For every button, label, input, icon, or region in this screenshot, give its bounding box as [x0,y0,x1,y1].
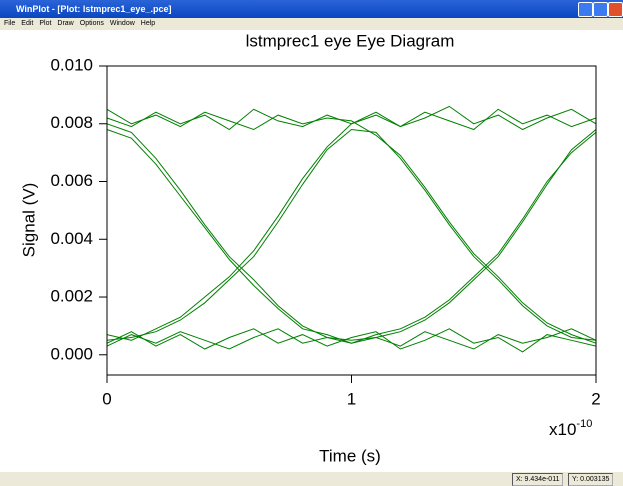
x-multiplier-exponent: -10 [576,418,592,430]
x-tick-label: 0 [102,389,111,408]
x-tick-label: 1 [347,389,356,408]
trace [106,108,597,344]
menu-item[interactable]: Help [140,20,156,27]
status-y: Y: 0.003135 [568,473,614,486]
y-tick-label: 0.010 [50,55,93,74]
y-tick-label: 0.002 [50,287,93,306]
chart: lstmprec1 eye Eye Diagram Time (s) Signa… [19,31,600,465]
close-button[interactable] [608,2,623,17]
trace [106,128,597,341]
trace [106,123,597,341]
minimize-button[interactable] [578,2,593,17]
menu-item[interactable]: Options [79,20,104,27]
x-axis-label: Time (s) [319,446,381,465]
chart-title: lstmprec1 eye Eye Diagram [246,31,455,50]
maximize-button[interactable] [593,2,608,17]
menu-item[interactable]: Window [109,20,135,27]
y-tick-label: 0.004 [50,229,93,248]
trace [106,129,597,350]
y-tick-label: 0.008 [50,113,93,132]
trace [106,132,597,350]
y-axis-label: Signal (V) [19,183,38,258]
y-tick-label: 0.006 [50,171,93,190]
status-bar: X: 9.434e-011 Y: 0.003135 [0,472,623,486]
y-tick-label: 0.000 [50,344,93,363]
window-title: WinPlot - [Plot: lstmprec1_eye_.pce] [16,4,172,14]
menu-bar: File Edit Plot Draw Options Window Help [0,18,623,30]
menu-item[interactable]: Plot [39,20,52,27]
menu-item[interactable]: Edit [21,20,34,27]
trace [106,328,597,353]
x-multiplier: x10-10 [549,418,592,440]
status-x: X: 9.434e-011 [512,473,564,486]
menu-item[interactable]: Draw [57,20,74,27]
title-bar: WinPlot - [Plot: lstmprec1_eye_.pce] [0,0,623,18]
x-multiplier-base: x10 [549,420,576,439]
trace [106,108,597,341]
plot-frame [106,65,597,376]
x-tick-label: 2 [591,389,600,408]
menu-item[interactable]: File [4,20,16,27]
